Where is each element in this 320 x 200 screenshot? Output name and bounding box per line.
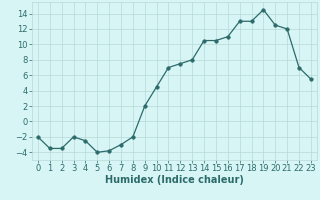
X-axis label: Humidex (Indice chaleur): Humidex (Indice chaleur)	[105, 175, 244, 185]
